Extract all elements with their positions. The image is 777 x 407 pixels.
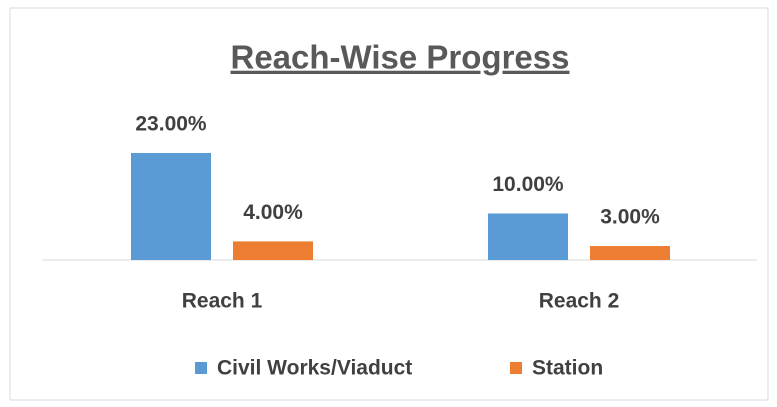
bar xyxy=(233,241,313,260)
data-label: 4.00% xyxy=(243,201,303,224)
bar xyxy=(590,246,670,260)
legend-label: Civil Works/Viaduct xyxy=(217,357,412,380)
data-label: 10.00% xyxy=(492,173,564,196)
x-tick-label: Reach 1 xyxy=(182,290,263,313)
bar xyxy=(131,153,211,260)
data-label: 3.00% xyxy=(600,206,660,229)
legend-swatch xyxy=(195,362,207,374)
chart-title: Reach-Wise Progress xyxy=(230,39,569,76)
bar xyxy=(488,213,568,260)
data-label: 23.00% xyxy=(135,113,207,136)
legend-label: Station xyxy=(532,357,603,380)
legend-swatch xyxy=(510,362,522,374)
x-tick-label: Reach 2 xyxy=(539,290,620,313)
